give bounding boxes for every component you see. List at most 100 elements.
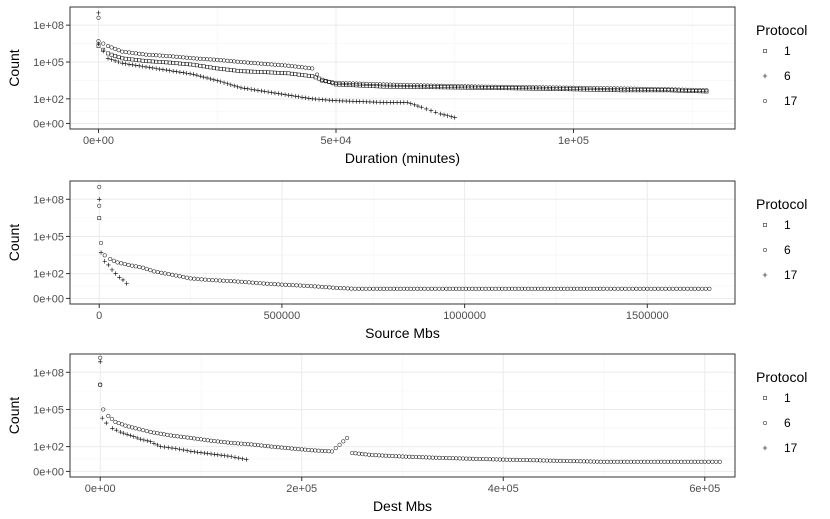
legend-key: [762, 272, 768, 278]
data-point: [141, 265, 146, 270]
data-point: [126, 62, 132, 67]
data-point: [568, 286, 573, 291]
data-point: [299, 95, 305, 100]
data-point: [244, 457, 249, 462]
data-point: [341, 439, 346, 444]
data-point: [532, 286, 537, 291]
data-point: [539, 286, 544, 291]
data-point: [493, 286, 498, 291]
panel-border: [69, 180, 736, 305]
legend-key: [763, 223, 767, 227]
data-point: [99, 240, 104, 246]
legend: Protocol 1 6 17: [756, 22, 807, 108]
data-point: [575, 286, 580, 291]
data-point: [585, 286, 590, 291]
data-point: [111, 258, 116, 263]
data-point: [187, 71, 193, 76]
data-point: [510, 286, 515, 291]
legend-label: 1: [784, 391, 791, 405]
data-point: [218, 79, 223, 84]
data-point: [286, 92, 291, 98]
data-point: [97, 197, 102, 202]
data-point: [704, 88, 709, 93]
y-tick-label: 0e+00: [33, 118, 64, 130]
data-point: [204, 75, 210, 81]
data-point: [97, 203, 102, 208]
data-point: [181, 447, 186, 453]
data-point: [123, 61, 128, 66]
legend-label: 1: [784, 218, 791, 232]
data-point: [450, 286, 455, 291]
legend-title: Protocol: [756, 196, 807, 212]
x-tick-label: 0e+00: [83, 135, 114, 147]
data-point: [252, 87, 257, 93]
data-point: [194, 73, 200, 78]
data-point: [536, 286, 541, 291]
data-point: [591, 286, 596, 291]
data-point: [454, 286, 459, 291]
data-point: [345, 435, 350, 441]
series-6: [97, 184, 712, 291]
series-17: [98, 359, 249, 462]
x-tick-label: 4e+05: [488, 483, 519, 495]
data-point: [143, 64, 149, 70]
data-point: [170, 68, 176, 74]
data-point: [419, 105, 424, 110]
data-point: [578, 286, 583, 291]
data-point: [102, 253, 107, 258]
data-point: [225, 453, 231, 459]
x-tick-label: 500000: [264, 310, 301, 322]
data-point: [565, 286, 570, 291]
data-point: [526, 286, 531, 291]
data-point: [428, 108, 434, 113]
data-point: [598, 286, 603, 291]
y-tick-label: 0e+00: [33, 293, 64, 305]
data-point: [184, 448, 190, 453]
data-point: [457, 286, 462, 291]
y-tick-label: 1e+08: [33, 20, 64, 32]
data-point: [272, 90, 278, 96]
data-point: [310, 66, 315, 71]
data-point: [96, 39, 101, 44]
y-tick-label: 1e+05: [33, 231, 64, 243]
data-point: [333, 446, 338, 451]
data-point: [147, 65, 152, 70]
data-point: [229, 454, 234, 459]
data-point: [106, 51, 110, 56]
data-point: [208, 451, 214, 457]
data-point: [174, 69, 179, 74]
data-point: [106, 413, 111, 419]
data-point: [116, 48, 121, 53]
x-tick-label: 1500000: [626, 310, 669, 322]
data-point: [245, 86, 250, 92]
data-point: [188, 449, 194, 454]
data-point: [96, 41, 101, 47]
data-point: [707, 286, 712, 291]
data-point: [177, 447, 182, 452]
data-point: [238, 85, 244, 90]
data-point: [549, 286, 554, 291]
data-point: [128, 433, 133, 438]
data-point: [134, 435, 140, 441]
data-point: [101, 41, 106, 46]
data-point: [116, 59, 121, 65]
legend-label: 17: [784, 268, 798, 282]
data-point: [114, 428, 119, 433]
data-point: [329, 449, 335, 454]
data-point: [480, 286, 485, 291]
data-point: [151, 441, 157, 446]
data-point: [96, 10, 101, 16]
data-point: [181, 70, 186, 75]
series-17: [97, 197, 129, 286]
data-point: [445, 113, 450, 118]
data-point: [519, 286, 524, 291]
x-axis-title: Dest Mbs: [373, 498, 432, 514]
data-point: [160, 67, 166, 72]
data-point: [303, 95, 308, 100]
legend-title: Protocol: [756, 22, 807, 38]
data-point: [101, 407, 106, 412]
data-point: [105, 56, 111, 61]
data-point: [232, 455, 238, 460]
data-point: [222, 453, 227, 458]
data-point: [306, 96, 312, 101]
